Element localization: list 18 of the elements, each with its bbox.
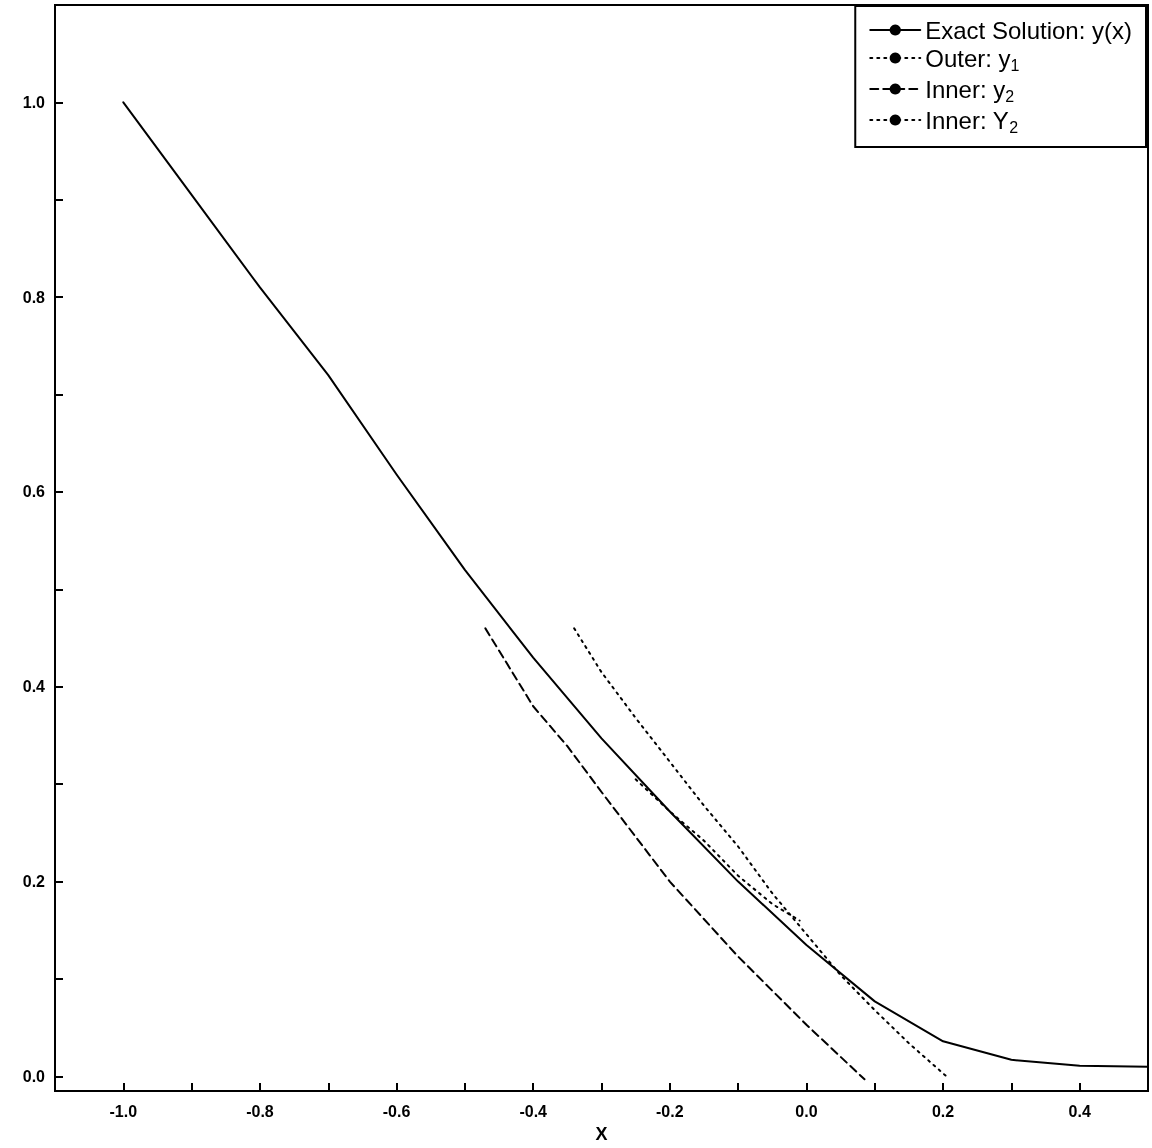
x-tick-label: 0.4 <box>1068 1102 1091 1120</box>
y-tick-label: 0.4 <box>22 678 46 696</box>
y-tick-label: 0.8 <box>22 288 46 306</box>
x-tick-label: -0.6 <box>382 1102 411 1120</box>
x-tick-label: 0.2 <box>931 1102 955 1120</box>
x-tick-label: 0.0 <box>795 1102 818 1120</box>
x-tick-label: -1.0 <box>109 1102 138 1120</box>
y-tick-label: 0.6 <box>22 483 46 501</box>
line-series <box>634 778 801 922</box>
x-tick-label: -0.4 <box>519 1102 548 1120</box>
x-axis-title: X <box>595 1124 608 1144</box>
x-tick-label: -0.2 <box>656 1102 684 1120</box>
line-series <box>484 627 866 1081</box>
legend-label: Exact Solution: y(x) <box>925 16 1133 44</box>
y-tick-label: 0.0 <box>22 1067 46 1085</box>
x-tick-label: -0.8 <box>246 1102 274 1120</box>
y-tick-label: 1.0 <box>22 93 46 111</box>
y-tick-label: 0.2 <box>22 873 46 891</box>
